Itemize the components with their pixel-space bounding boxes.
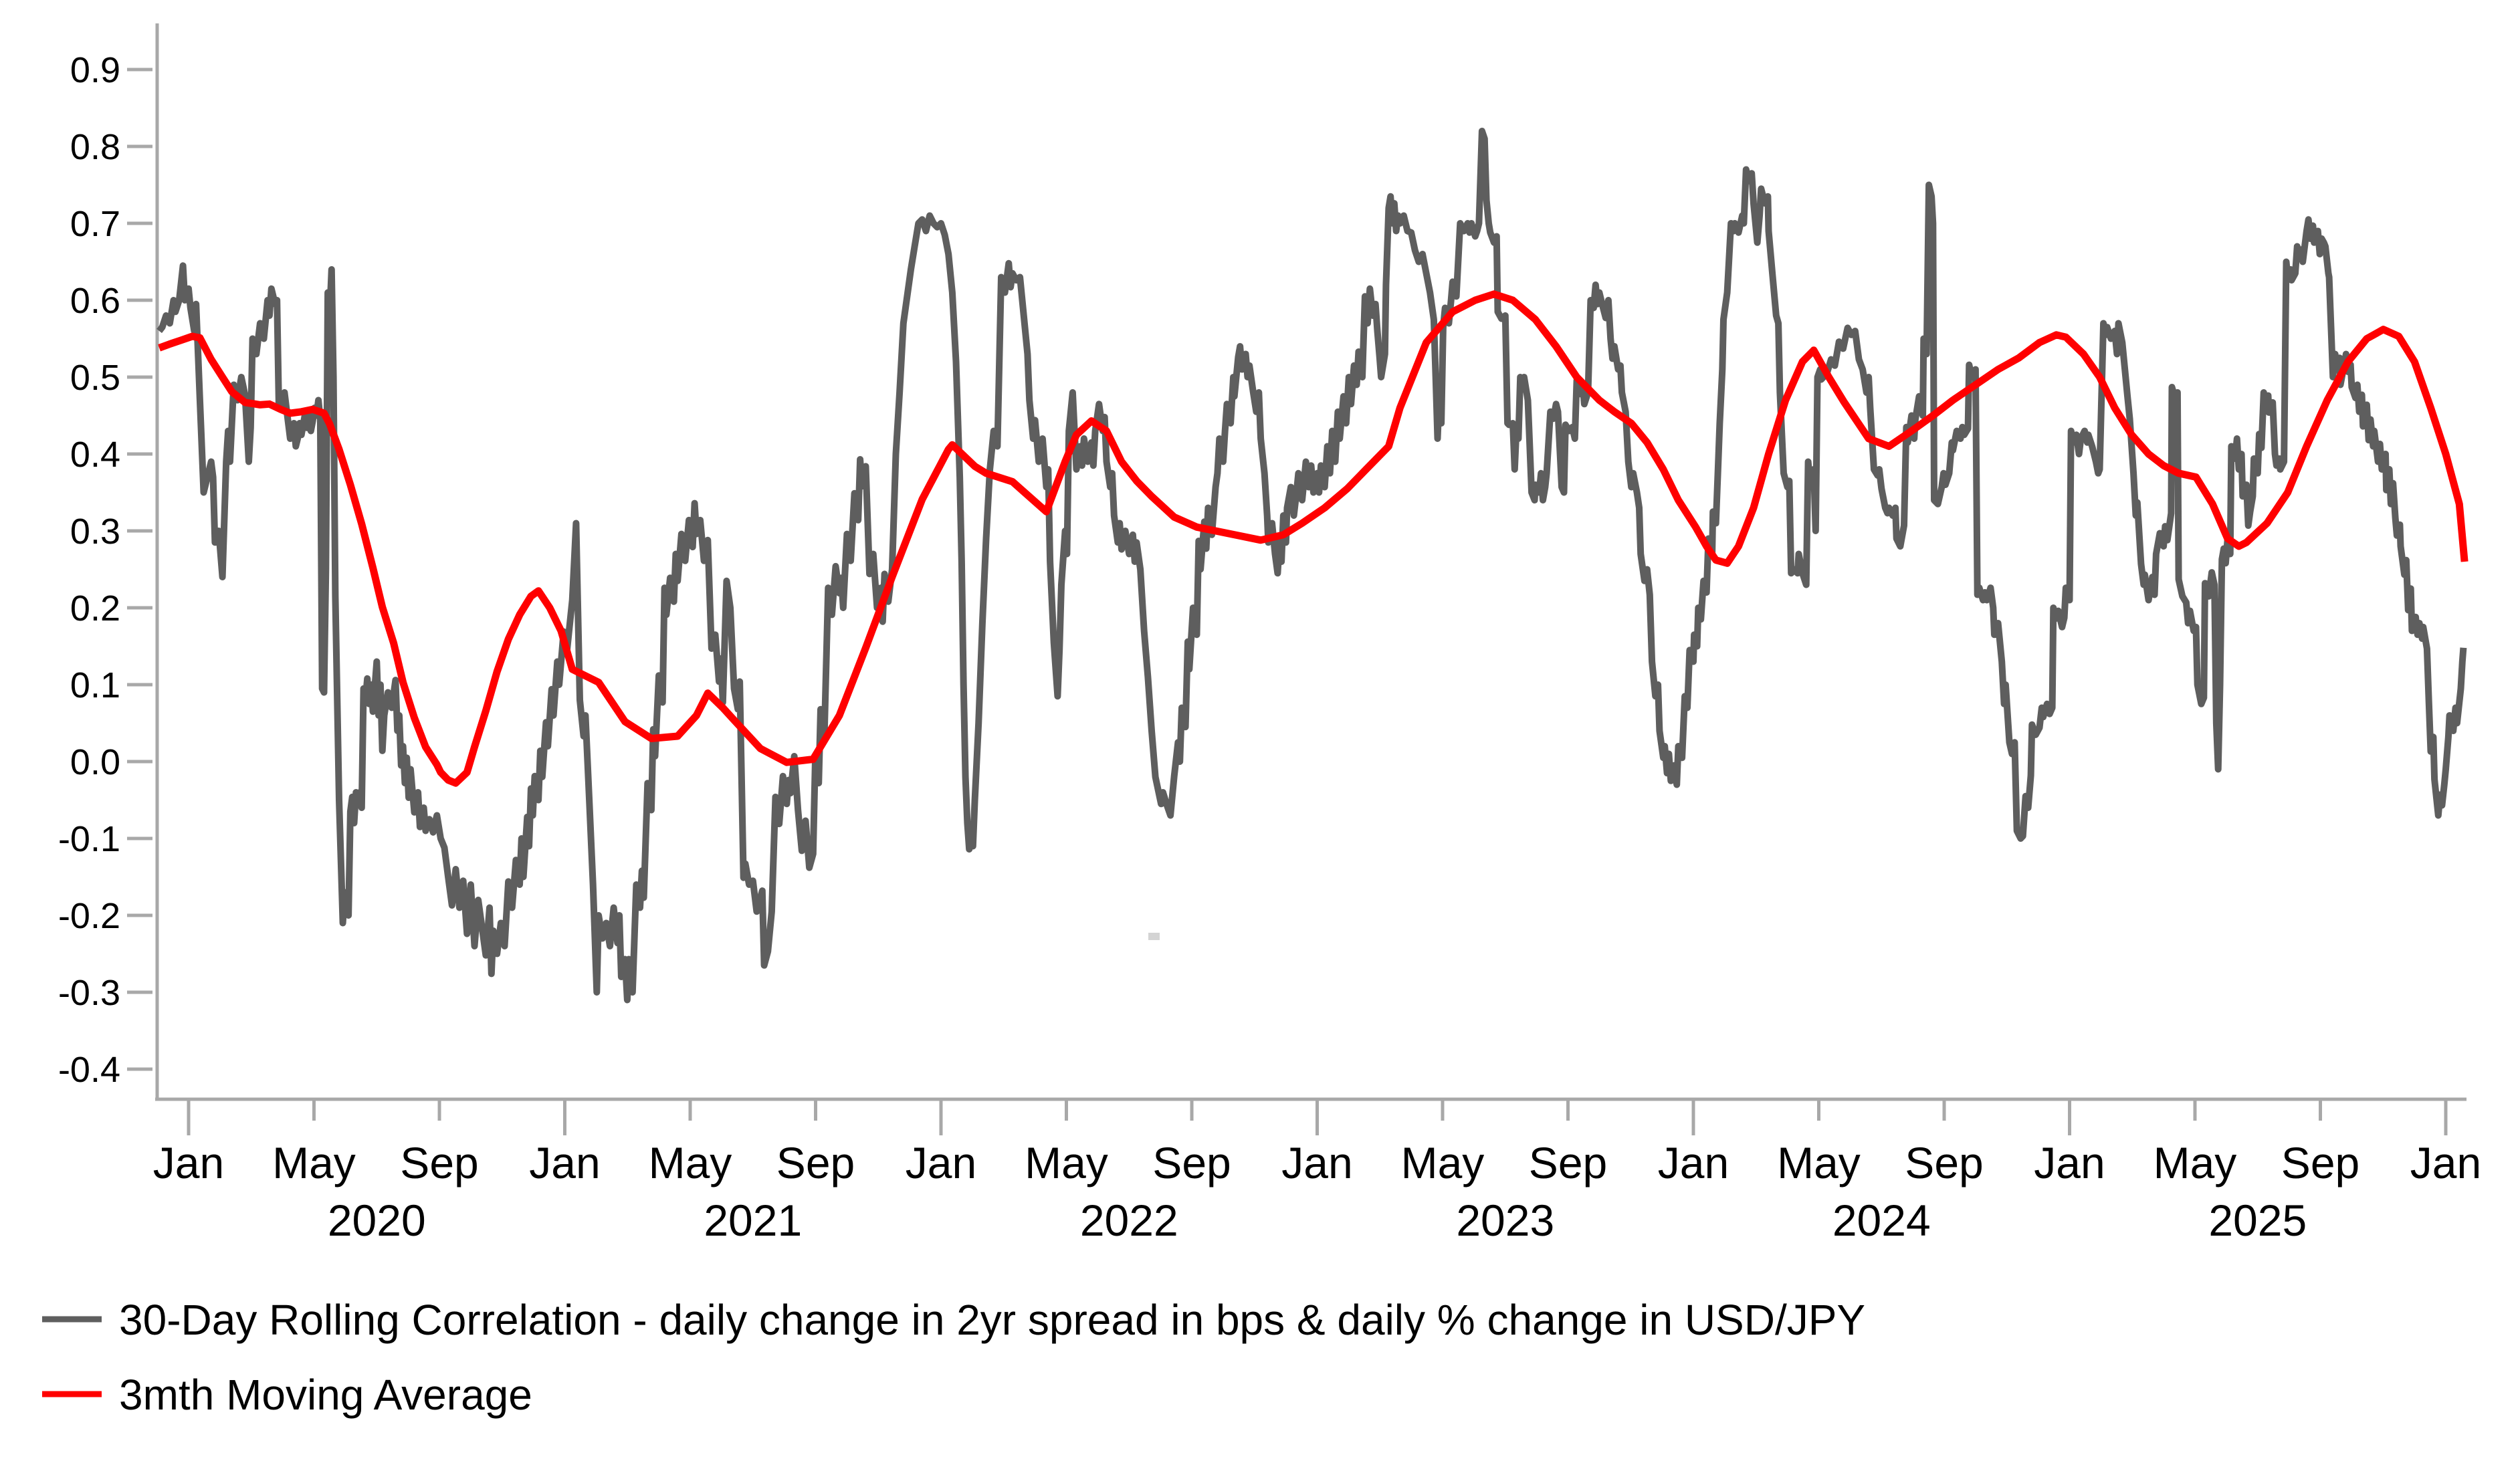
x-tick-label: May — [1401, 1138, 1485, 1187]
y-tick-label: 0.4 — [70, 435, 120, 475]
x-tick-label: May — [2154, 1138, 2237, 1187]
x-tick-label: Sep — [2281, 1138, 2359, 1187]
x-tick-label: Jan — [2410, 1138, 2481, 1187]
legend-label-rolling-correlation: 30-Day Rolling Correlation - daily chang… — [119, 1296, 1865, 1344]
x-tick-label: Jan — [153, 1138, 224, 1187]
x-year-label: 2021 — [704, 1196, 802, 1245]
y-tick-label: 0.9 — [70, 50, 120, 90]
y-tick-label: -0.4 — [58, 1050, 120, 1090]
x-tick-label: May — [272, 1138, 356, 1187]
x-tick-label: May — [1777, 1138, 1861, 1187]
x-tick-label: Sep — [1905, 1138, 1983, 1187]
x-tick-label: May — [1025, 1138, 1108, 1187]
moving-average-series-line — [158, 290, 2469, 787]
y-tick-label: 0.7 — [70, 204, 120, 244]
x-tick-label: May — [649, 1138, 732, 1187]
x-tick-label: Sep — [1152, 1138, 1231, 1187]
x-year-label: 2022 — [1080, 1196, 1178, 1245]
y-tick-label: 0.3 — [70, 512, 120, 552]
y-tick-label: 0.8 — [70, 127, 120, 167]
x-year-label: 2024 — [1832, 1196, 1931, 1245]
rolling-correlation-series-line — [156, 128, 2467, 1004]
y-tick-label: -0.1 — [58, 819, 120, 859]
x-tick-label: Jan — [1658, 1138, 1729, 1187]
chart-artifact-dash — [1148, 933, 1160, 940]
x-year-label: 2023 — [1456, 1196, 1554, 1245]
y-tick-label: 0.0 — [70, 742, 120, 782]
y-tick-label: -0.3 — [58, 973, 120, 1013]
x-tick-label: Sep — [400, 1138, 478, 1187]
x-tick-label: Jan — [2034, 1138, 2105, 1187]
x-tick-label: Jan — [906, 1138, 976, 1187]
x-tick-label: Jan — [1281, 1138, 1352, 1187]
x-tick-label: Sep — [1529, 1138, 1607, 1187]
y-tick-label: -0.2 — [58, 896, 120, 936]
y-tick-label: 0.6 — [70, 281, 120, 321]
y-tick-label: 0.1 — [70, 665, 120, 705]
x-tick-label: Jan — [529, 1138, 600, 1187]
legend-label-moving-average: 3mth Moving Average — [119, 1371, 532, 1419]
x-year-label: 2025 — [2208, 1196, 2307, 1245]
x-tick-label: Sep — [776, 1138, 855, 1187]
y-tick-label: 0.2 — [70, 588, 120, 629]
y-tick-label: 0.5 — [70, 358, 120, 398]
x-year-label: 2020 — [328, 1196, 426, 1245]
